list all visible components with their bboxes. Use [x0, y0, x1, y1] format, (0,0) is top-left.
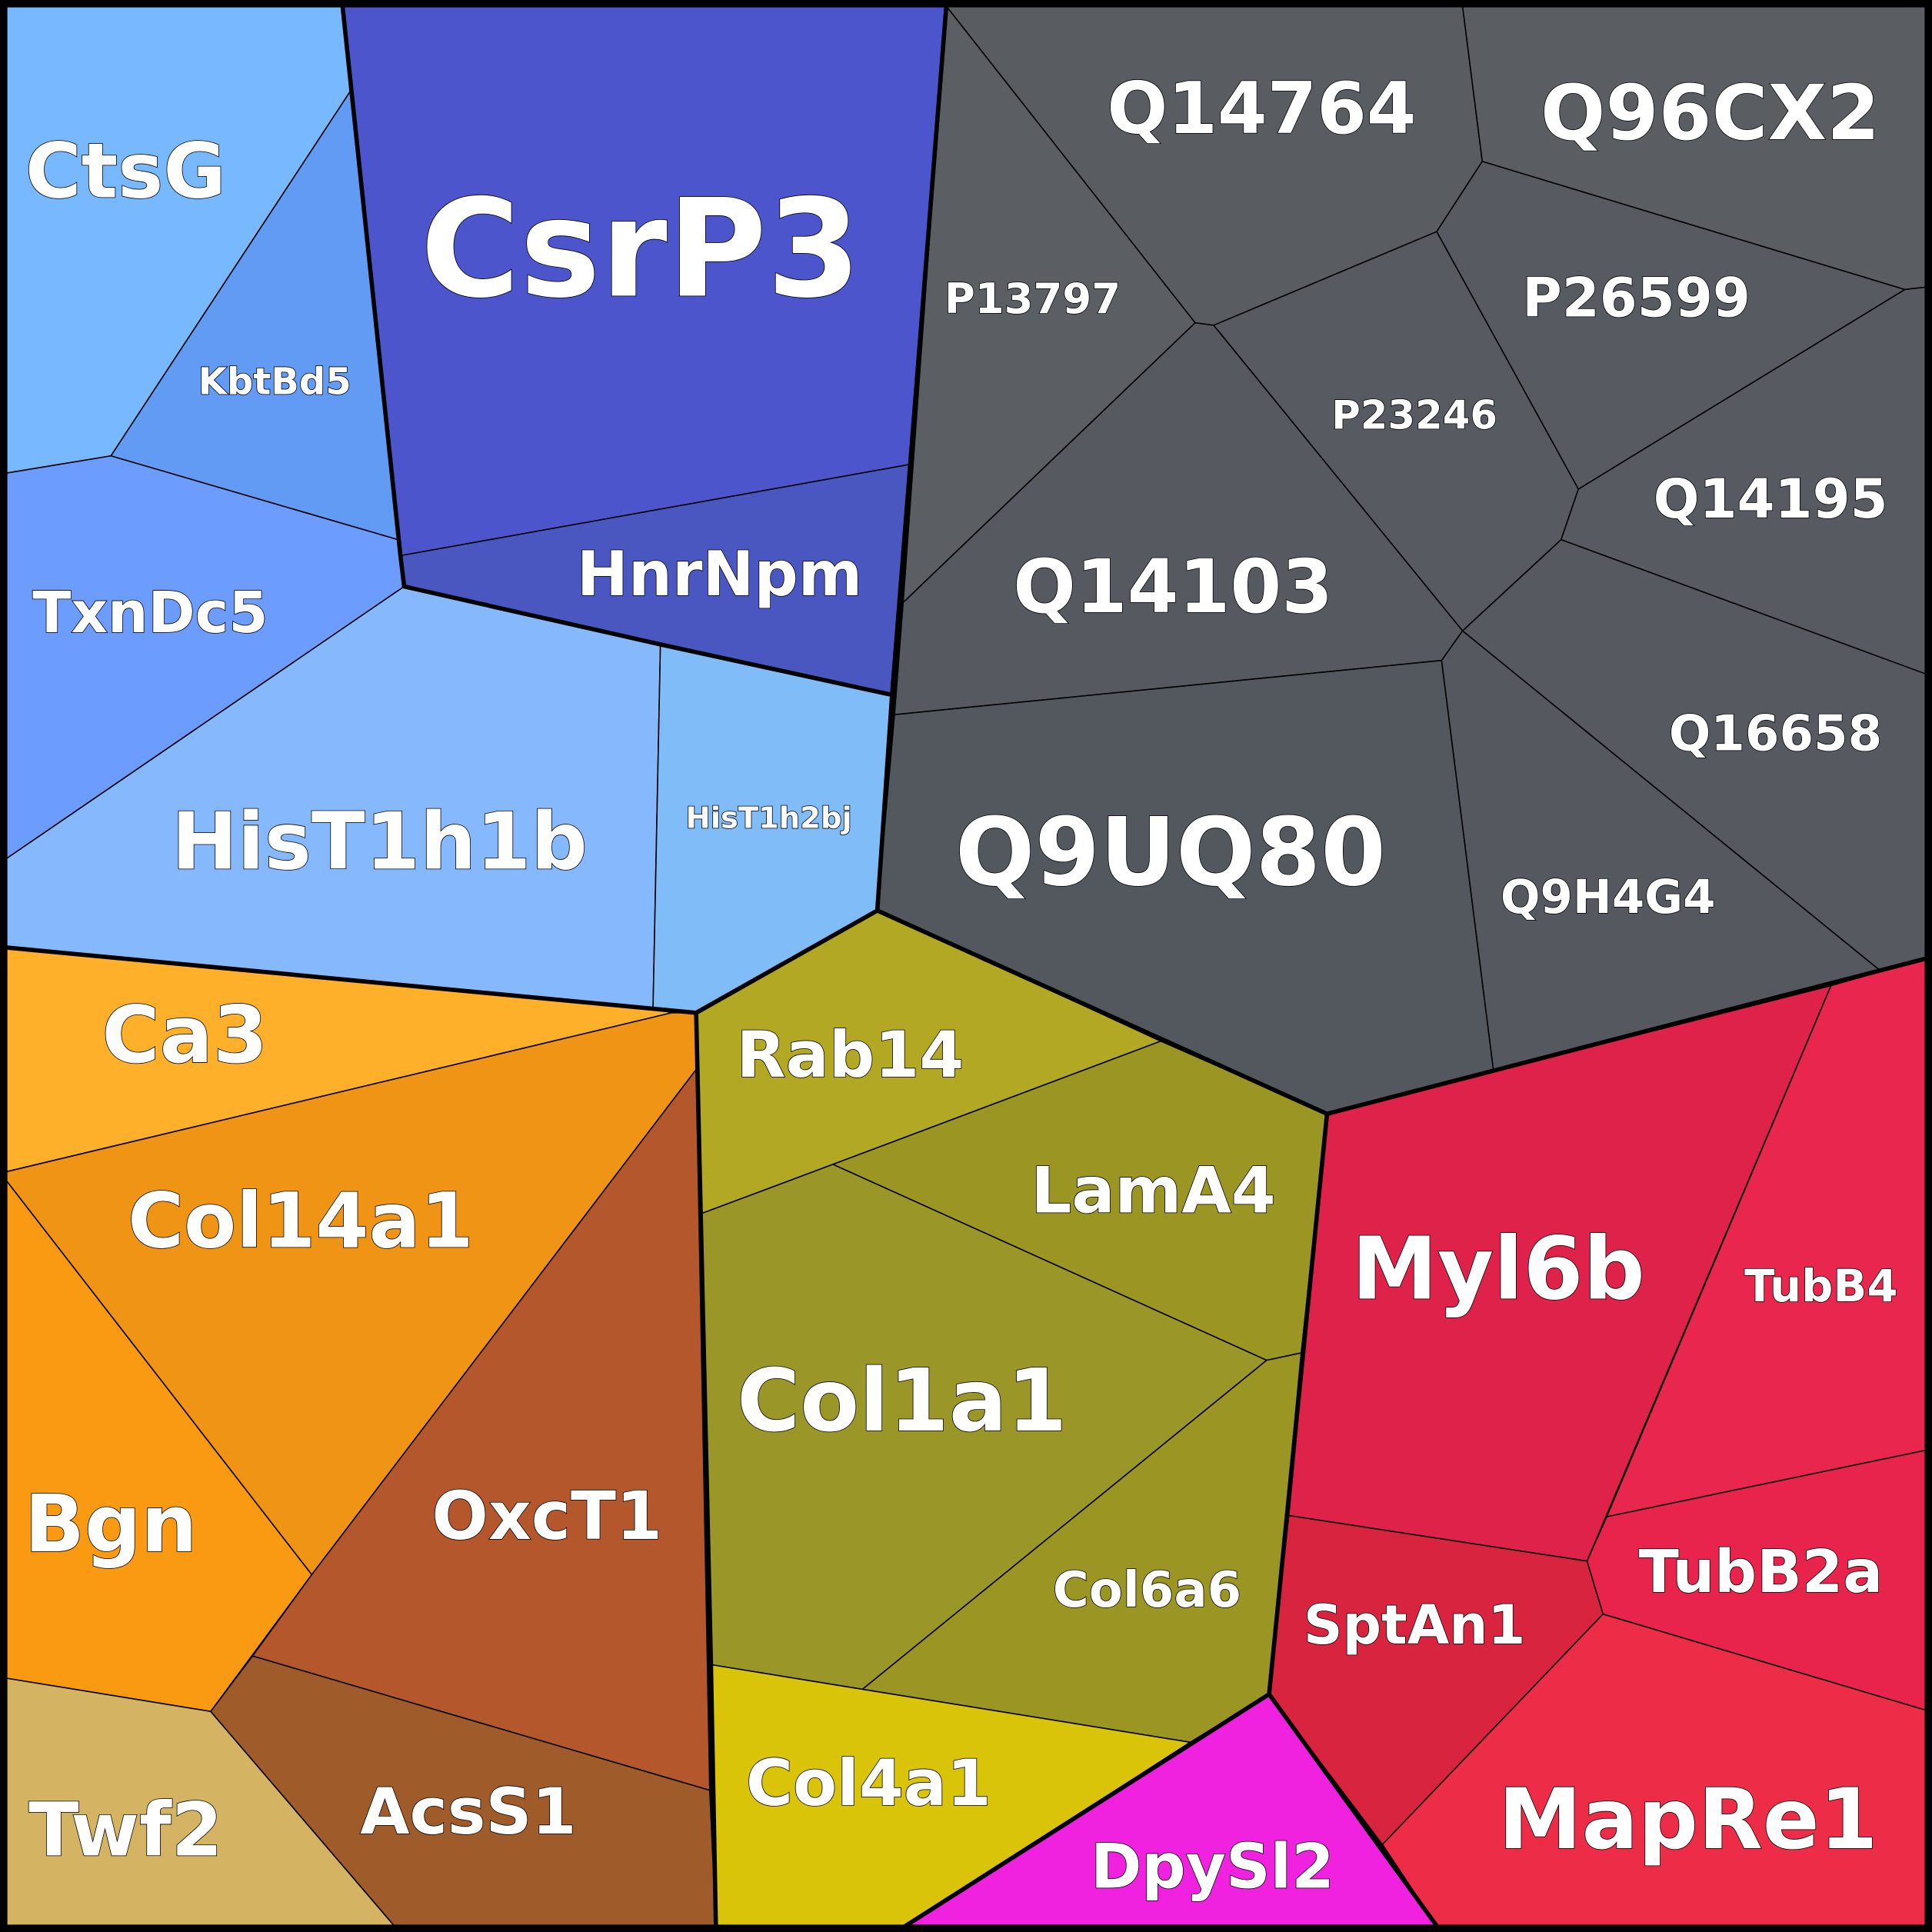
cell-label-ctsg: CtsG: [25, 127, 226, 215]
cell-label-txndc5: TxnDc5: [32, 581, 268, 646]
cell-label-mapre1: MapRe1: [1498, 1770, 1877, 1868]
group-border: [4, 945, 698, 1015]
group-border: [694, 908, 880, 1015]
cell-label-col6a6: Col6a6: [1053, 1562, 1241, 1619]
cell-label-sptan1: SptAn1: [1304, 1594, 1526, 1657]
cell-label-kbtbd5: KbtBd5: [198, 361, 351, 404]
cell-label-col14a1: Col14a1: [128, 1177, 473, 1265]
cell-label-ca3: Ca3: [102, 990, 268, 1081]
cell-label-tubb4: TubB4: [1744, 1260, 1897, 1312]
cell-label-q96cx2: Q96CX2: [1541, 69, 1880, 158]
group-border: [1324, 956, 1928, 1117]
cell-label-bgn: Bgn: [25, 1479, 198, 1571]
cell-label-oxct1: OxcT1: [431, 1478, 662, 1555]
cell-label-p23246: P23246: [1331, 393, 1497, 439]
cell-label-col4a1: Col4a1: [746, 1746, 991, 1820]
group-border: [874, 908, 1330, 1117]
cell-label-q14195: Q14195: [1654, 468, 1888, 531]
cell-label-lama4: LamA4: [1031, 1153, 1276, 1227]
group-border: [340, 4, 894, 698]
cell-label-dpysl2: DpySl2: [1091, 1830, 1334, 1902]
cell-label-q9h4g4: Q9H4G4: [1501, 870, 1716, 924]
cell-label-twf2: Twf2: [28, 1787, 222, 1874]
cell-label-q14764: Q14764: [1107, 67, 1416, 150]
group-border: [874, 4, 949, 913]
cell-label-q16658: Q16658: [1669, 706, 1882, 763]
cell-label-tubb2a: TubB2a: [1638, 1538, 1883, 1607]
cell-label-hnrnpm: HnrNpm: [577, 538, 862, 610]
cell-label-q9uq80: Q9UQ80: [955, 798, 1386, 907]
cell-label-csrp3: CsrP3: [421, 169, 861, 328]
cell-label-p13797: P13797: [944, 274, 1121, 323]
cell-label-hist1h2bj: HisT1h2bj: [686, 801, 852, 836]
cell-label-p26599: P26599: [1522, 267, 1750, 330]
cell-label-hist1h1b: HisT1h1b: [172, 796, 588, 888]
cell-label-myl6b: Myl6b: [1351, 1220, 1644, 1320]
cell-label-rab14: Rab14: [736, 1018, 964, 1092]
group-border: [903, 1692, 1271, 1928]
cell-label-q14103: Q14103: [1013, 544, 1333, 630]
cell-label-acss1: AcsS1: [360, 1774, 576, 1849]
cell-label-col1a1: Col1a1: [737, 1351, 1067, 1451]
group-border: [694, 1011, 718, 1928]
